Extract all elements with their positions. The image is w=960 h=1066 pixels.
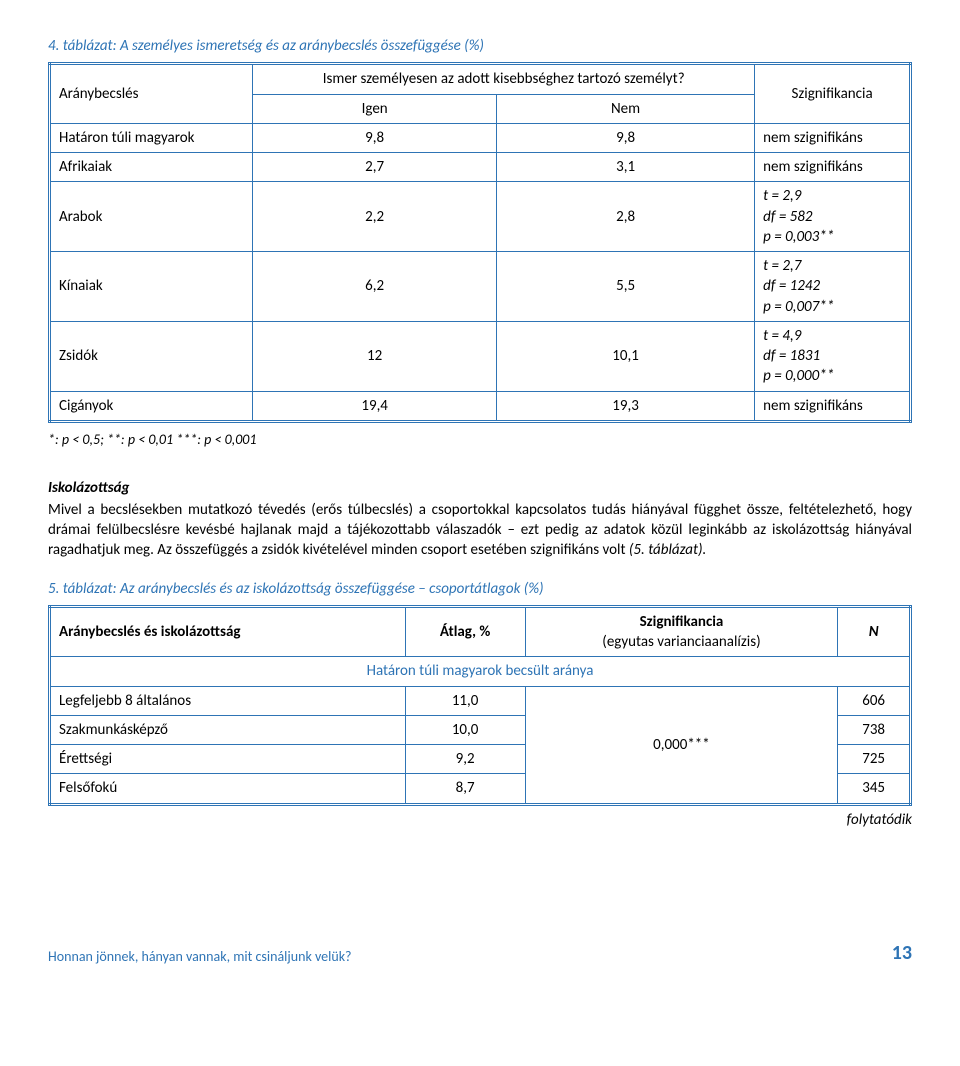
footer-text: Honnan jönnek, hányan vannak, mit csinál…	[48, 948, 352, 967]
t4-r0-igen: 9,8	[253, 123, 497, 152]
table4: Aránybecslés Ismer személyesen az adott …	[48, 62, 912, 423]
table-row: Határon túli magyarok 9,8 9,8 nem szigni…	[50, 123, 911, 152]
section-title: Iskolázottság	[48, 478, 912, 498]
t4-r4-nem: 10,1	[497, 321, 755, 391]
t5-r2-n: 725	[838, 745, 911, 774]
t5-r2-mean: 9,2	[405, 745, 525, 774]
t4-r1-sig: nem szignifikáns	[763, 158, 863, 176]
t5-h-col2-l1: Szignifikancia	[640, 613, 724, 631]
t4-h-col2: Nem	[497, 94, 755, 123]
t4-r4-label: Zsidók	[50, 321, 253, 391]
table5: Aránybecslés és iskolázottság Átlag, % S…	[48, 605, 912, 806]
t5-r2-label: Érettségi	[50, 745, 406, 774]
table4-footnote: *: p < 0,5; **: p < 0,01 ***: p < 0,001	[48, 431, 912, 450]
t4-r3-nem: 5,5	[497, 252, 755, 322]
t5-r3-label: Felsőfokú	[50, 774, 406, 804]
t4-r3-label: Kínaiak	[50, 252, 253, 322]
t4-r5-igen: 19,4	[253, 391, 497, 421]
t4-r2-nem: 2,8	[497, 182, 755, 252]
t4-r5-label: Cigányok	[50, 391, 253, 421]
t5-h-col2-l2: (egyutas varianciaanalízis)	[602, 633, 760, 651]
t5-sig: 0,000***	[525, 686, 838, 804]
t4-r0-label: Határon túli magyarok	[50, 123, 253, 152]
page-number: 13	[892, 940, 912, 967]
t4-r1-nem: 3,1	[497, 153, 755, 182]
t5-h-col1: Átlag, %	[405, 606, 525, 657]
t5-r0-n: 606	[838, 686, 911, 715]
t5-h-col3: N	[838, 606, 911, 657]
t5-r3-mean: 8,7	[405, 774, 525, 804]
table-row: Arabok 2,2 2,8 t = 2,9 df = 582 p = 0,00…	[50, 182, 911, 252]
table-row: Afrikaiak 2,7 3,1 nem szignifikáns	[50, 153, 911, 182]
t4-r0-nem: 9,8	[497, 123, 755, 152]
t4-r3-sig: t = 2,7 df = 1242 p = 0,007**	[755, 252, 911, 322]
t4-r0-sig: nem szignifikáns	[763, 129, 863, 147]
para-it: (5. táblázat).	[629, 541, 706, 559]
t5-r1-n: 738	[838, 715, 911, 744]
t4-h-group: Ismer személyesen az adott kisebbséghez …	[253, 64, 755, 94]
t4-r5-nem: 19,3	[497, 391, 755, 421]
t4-r5-sig: nem szignifikáns	[763, 397, 863, 415]
t5-r3-n: 345	[838, 774, 911, 804]
t4-r4-sig: t = 4,9 df = 1831 p = 0,000**	[755, 321, 911, 391]
section-paragraph: Mivel a becslésekben mutatkozó tévedés (…	[48, 500, 912, 561]
t4-r1-label: Afrikaiak	[50, 153, 253, 182]
t4-r2-sig: t = 2,9 df = 582 p = 0,003**	[755, 182, 911, 252]
t4-h-col1: Igen	[253, 94, 497, 123]
table-row: Zsidók 12 10,1 t = 4,9 df = 1831 p = 0,0…	[50, 321, 911, 391]
t4-r4-igen: 12	[253, 321, 497, 391]
t5-r0-label: Legfeljebb 8 általános	[50, 686, 406, 715]
t5-r1-mean: 10,0	[405, 715, 525, 744]
t5-h-col2: Szignifikancia (egyutas varianciaanalízi…	[525, 606, 838, 657]
table-row: Cigányok 19,4 19,3 nem szignifikáns	[50, 391, 911, 421]
t4-r2-igen: 2,2	[253, 182, 497, 252]
table5-continued: folytatódik	[48, 810, 912, 830]
table-row: Kínaiak 6,2 5,5 t = 2,7 df = 1242 p = 0,…	[50, 252, 911, 322]
t5-r1-label: Szakmunkásképző	[50, 715, 406, 744]
t4-r2-label: Arabok	[50, 182, 253, 252]
t5-group-label: Határon túli magyarok becsült aránya	[50, 657, 911, 686]
para-text: Mivel a becslésekben mutatkozó tévedés (…	[48, 501, 912, 560]
page-footer: Honnan jönnek, hányan vannak, mit csinál…	[48, 940, 912, 967]
t5-h-col0: Aránybecslés és iskolázottság	[50, 606, 406, 657]
t5-r0-mean: 11,0	[405, 686, 525, 715]
t4-r1-igen: 2,7	[253, 153, 497, 182]
t4-h-col0: Aránybecslés	[50, 64, 253, 124]
table4-title: 4. táblázat: A személyes ismeretség és a…	[48, 36, 912, 56]
t4-r3-igen: 6,2	[253, 252, 497, 322]
t4-h-col3: Szignifikancia	[755, 64, 911, 124]
table5-title: 5. táblázat: Az aránybecslés és az iskol…	[48, 579, 912, 599]
table-row: Legfeljebb 8 általános 11,0 0,000*** 606	[50, 686, 911, 715]
